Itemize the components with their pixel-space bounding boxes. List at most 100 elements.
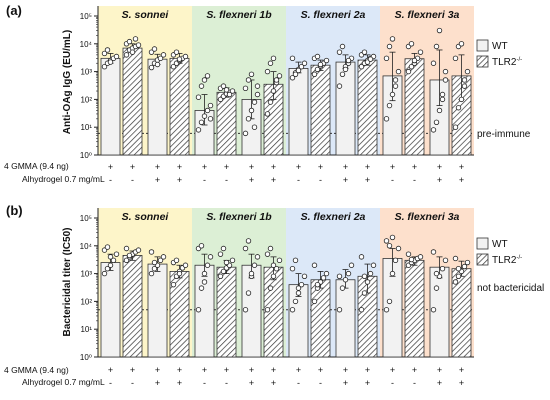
panel-a-point-2-0-6 <box>198 83 205 89</box>
panel-a-alhydrogel-mark-3: + <box>177 175 182 185</box>
panel-a-gmma-mark-3: + <box>177 162 182 172</box>
panel-b-point-4-0-0 <box>289 307 296 313</box>
panel-b-ytick-label-5: 10⁵ <box>80 214 92 223</box>
panel-b-ytick-label-1: 10¹ <box>80 325 92 334</box>
panel-a-point-5-0-8 <box>345 57 352 64</box>
panel-a-gmma-mark-12: + <box>390 162 395 172</box>
panel-a-gmma-mark-7: + <box>271 162 276 172</box>
panel-b-point-6-0-4 <box>395 245 402 252</box>
legend-b-tlr2-label: TLR2-/- <box>492 255 522 266</box>
panel-b-point-3-0-7 <box>248 270 255 277</box>
panel-b-point-2-1-6 <box>220 245 227 252</box>
panel-a-point-1-0-4 <box>160 52 167 58</box>
panel-b-gmma-mark-8: + <box>296 365 301 375</box>
panel-a-bar-tlr2-5 <box>357 59 378 156</box>
panel-a-gmma-mark-13: + <box>412 162 417 172</box>
panel-b-point-6-0-2 <box>389 270 396 277</box>
panel-a-point-0-0-4 <box>113 53 120 60</box>
panel-b-alhydrogel-mark-6: + <box>249 378 254 388</box>
panel-b-point-3-1-1 <box>267 285 274 291</box>
panel-b-point-0-0-1 <box>104 266 111 272</box>
panel-b-alhydrogel-mark-7: + <box>271 378 276 388</box>
panel-b-point-1-1-6 <box>173 257 180 264</box>
panel-b-point-6-1-6 <box>408 256 415 263</box>
panel-a-alhydrogel-mark-12: - <box>391 175 394 185</box>
panel-a-alhydrogel-mark-4: - <box>203 175 206 185</box>
panel-b-point-2-0-1 <box>198 285 205 291</box>
panel-a-point-0-0-7 <box>107 59 114 65</box>
panel-b-point-4-0-1 <box>292 298 299 305</box>
panel-a-point-1-0-7 <box>154 61 161 68</box>
panel-b-point-3-0-5 <box>242 245 249 252</box>
panel-a-point-1-0-3 <box>157 55 164 62</box>
panel-a-ytick-label-5: 10⁵ <box>80 12 92 21</box>
panel-b-gmma-mark-11: + <box>365 365 370 375</box>
panel-b-point-7-0-3 <box>439 266 446 272</box>
panel-b-point-4-1-0 <box>311 298 318 305</box>
panel-a-alhydrogel-mark-11: + <box>365 175 370 185</box>
panel-a-ytick-label-2: 10² <box>80 95 92 104</box>
panel-a-strain-title-1: S. flexneri 1b <box>206 9 272 21</box>
panel-b-point-2-0-4 <box>207 254 214 260</box>
panel-b-point-6-0-7 <box>389 234 396 241</box>
panel-a-point-7-0-0 <box>430 127 437 133</box>
panel-b-point-5-0-1 <box>339 285 346 291</box>
panel-a-alhydrogel-mark-7: + <box>271 175 276 185</box>
panel-a-gmma-label: 4 GMMA (9.4 ng) <box>4 161 69 171</box>
panel-b-bar-wt-5 <box>335 279 356 358</box>
panel-b-point-3-0-1 <box>245 290 252 296</box>
panel-b-point-2-1-5 <box>217 251 224 257</box>
panel-a-point-2-0-7 <box>201 77 208 83</box>
panel-a-point-0-0-5 <box>101 50 108 57</box>
panel-b-point-5-1-5 <box>358 254 365 260</box>
panel-b-point-5-0-4 <box>348 262 355 268</box>
panel-a-point-3-0-6 <box>245 77 252 83</box>
panel-b-ytick-label-3: 10³ <box>80 270 92 279</box>
panel-b-point-5-0-2 <box>342 277 349 283</box>
panel-b-point-2-0-0 <box>195 307 202 313</box>
panel-b-strain-title-1: S. flexneri 1b <box>206 211 272 223</box>
panel-b-point-3-0-3 <box>251 262 258 268</box>
panel-b-gmma-mark-6: + <box>249 365 254 375</box>
panel-b-point-3-0-0 <box>242 307 249 313</box>
panel-a-gmma-mark-4: + <box>202 162 207 172</box>
panel-a-point-3-1-0 <box>264 111 271 117</box>
panel-a-alhydrogel-mark-0: - <box>109 175 112 185</box>
panel-a-gmma-mark-5: + <box>224 162 229 172</box>
panel-a-alhydrogel-mark-15: + <box>459 175 464 185</box>
panel-b-alhydrogel-mark-14: + <box>437 378 442 388</box>
panel-a-point-4-1-4 <box>323 57 330 64</box>
panel-b-point-2-1-0 <box>217 273 224 279</box>
panel-a-bar-tlr2-4 <box>310 64 331 156</box>
panel-b-point-1-0-5 <box>148 249 155 255</box>
panel-a-point-7-1-8 <box>461 77 468 83</box>
panel-a-point-4-0-6 <box>292 71 299 77</box>
panel-b-gmma-label: 4 GMMA (9.4 ng) <box>4 365 69 375</box>
panel-b-point-6-0-6 <box>386 243 393 249</box>
panel-b-point-4-0-6 <box>292 257 299 264</box>
panel-a-point-7-0-9 <box>442 68 449 75</box>
panel-a-ytick-label-0: 10⁰ <box>80 151 92 160</box>
panel-a-point-1-0-6 <box>151 46 158 52</box>
panel-a-point-3-0-7 <box>248 71 255 77</box>
panel-b-gmma-mark-14: + <box>437 365 442 375</box>
panel-b-point-4-0-2 <box>295 290 302 296</box>
panel-b-bar-wt-1 <box>147 263 168 358</box>
panel-a-point-7-1-3 <box>461 83 468 89</box>
panel-a-alhydrogel-mark-8: - <box>297 175 300 185</box>
panel-a-point-5-0-7 <box>342 66 349 73</box>
panel-b-alhydrogel-mark-5: - <box>225 378 228 388</box>
panel-a-point-6-0-6 <box>386 43 393 50</box>
panel-b-gmma-mark-3: + <box>177 365 182 375</box>
panel-a-point-4-0-0 <box>289 75 296 81</box>
panel-a-point-4-1-0 <box>311 71 318 77</box>
panel-b-point-7-1-4 <box>464 259 471 266</box>
panel-a-point-6-1-4 <box>417 49 424 55</box>
panel-b-point-0-1-5 <box>123 245 130 252</box>
panel-a-point-7-0-2 <box>436 107 443 114</box>
panel-b-point-5-1-6 <box>361 273 368 279</box>
panel-a-gmma-mark-0: + <box>108 162 113 172</box>
panel-a-point-6-0-0 <box>383 116 390 122</box>
panel-a-label: (a) <box>6 3 22 18</box>
panel-b-gmma-mark-7: + <box>271 365 276 375</box>
